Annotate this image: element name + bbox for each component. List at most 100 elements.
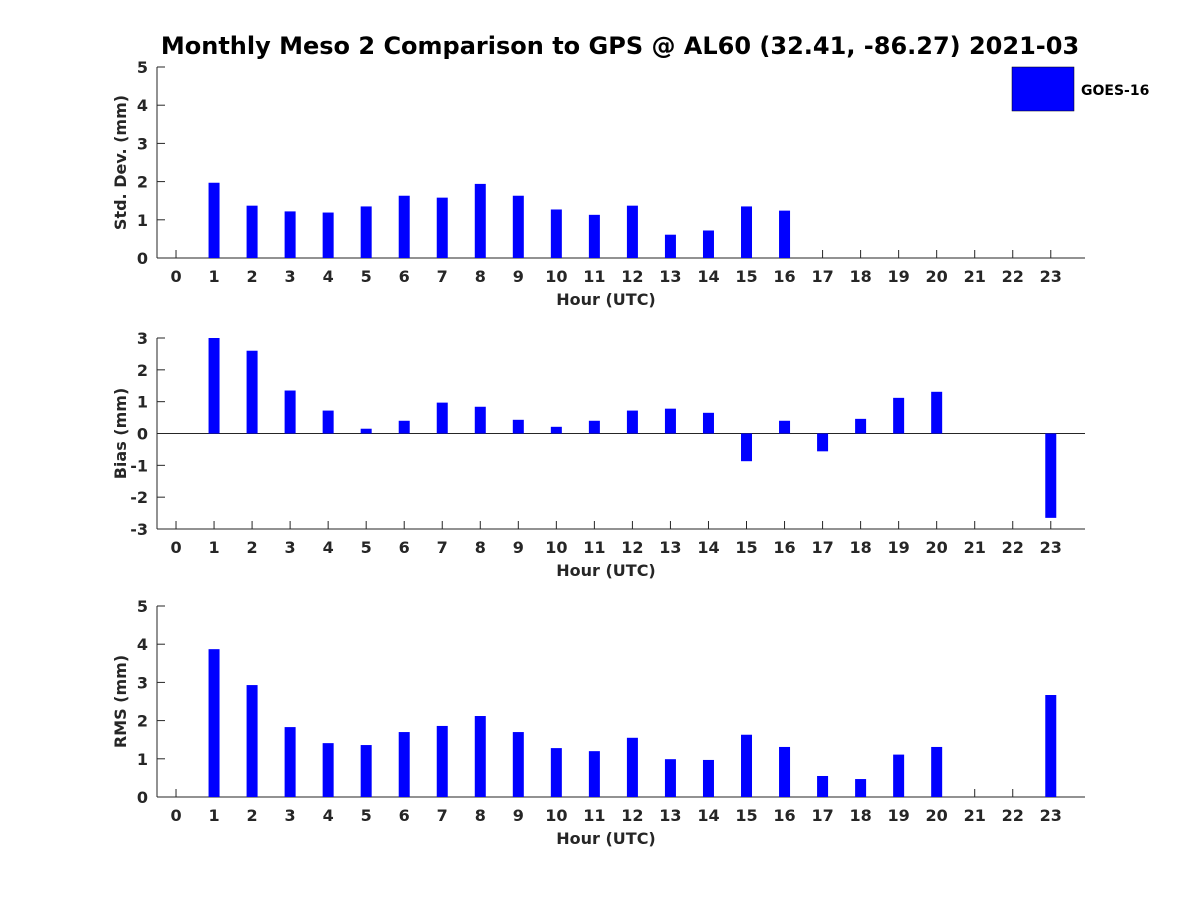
std-dev-bar-hour-6: [398, 195, 410, 258]
rms-x-tick-label-4: 4: [323, 806, 334, 825]
bias-x-tick-label-19: 19: [888, 538, 910, 557]
std-dev-y-tick-label-3: 3: [137, 134, 148, 153]
bias-bar-hour-19: [893, 397, 905, 434]
rms-bar-hour-14: [702, 759, 714, 797]
std-dev-x-tick-label-10: 10: [545, 267, 567, 286]
rms-bar-hour-20: [931, 746, 943, 797]
bias-bar-hour-10: [550, 426, 562, 434]
bias-bar-hour-2: [246, 350, 258, 434]
rms-x-tick-label-12: 12: [621, 806, 643, 825]
std-dev-y-tick-label-5: 5: [137, 58, 148, 77]
std-dev-bar-hour-14: [702, 230, 714, 258]
bias-x-tick-label-17: 17: [811, 538, 833, 557]
bias-y-tick-label-2: -2: [130, 488, 148, 507]
rms-x-tick-label-22: 22: [1002, 806, 1024, 825]
rms-bar-hour-18: [855, 779, 867, 797]
rms-x-tick-label-19: 19: [888, 806, 910, 825]
rms-x-tick-label-2: 2: [247, 806, 258, 825]
rms-bar-hour-6: [398, 732, 410, 797]
rms-x-tick-label-0: 0: [170, 806, 181, 825]
rms-y-tick-label-2: 2: [137, 712, 148, 731]
std-dev-x-tick-label-23: 23: [1040, 267, 1062, 286]
bias-x-tick-label-15: 15: [735, 538, 757, 557]
bias-bar-hour-16: [779, 420, 791, 434]
rms-bar-hour-23: [1045, 695, 1057, 797]
rms-bar-hour-2: [246, 685, 258, 797]
rms-bar-hour-12: [626, 737, 638, 797]
rms-y-tick-label-1: 1: [137, 750, 148, 769]
rms-y-axis-label: RMS (mm): [111, 655, 130, 748]
std-dev-bar-hour-10: [550, 209, 562, 258]
bias-y-tick-label-3: 3: [137, 329, 148, 348]
rms-x-tick-label-8: 8: [475, 806, 486, 825]
rms-bar-hour-7: [436, 725, 448, 797]
rms-x-tick-label-17: 17: [811, 806, 833, 825]
rms-x-tick-label-1: 1: [208, 806, 219, 825]
rms-bar-hour-9: [512, 732, 524, 797]
rms-x-tick-label-5: 5: [361, 806, 372, 825]
bias-x-tick-label-14: 14: [697, 538, 719, 557]
rms-x-tick-label-13: 13: [659, 806, 681, 825]
bias-bar-hour-23: [1045, 433, 1057, 518]
bias-x-tick-label-21: 21: [964, 538, 986, 557]
std-dev-x-tick-label-7: 7: [437, 267, 448, 286]
rms-x-tick-label-16: 16: [773, 806, 795, 825]
bias-x-tick-label-3: 3: [285, 538, 296, 557]
bias-x-tick-label-6: 6: [399, 538, 410, 557]
std-dev-x-tick-label-8: 8: [475, 267, 486, 286]
bias-y-tick-label-0: 0: [137, 425, 148, 444]
bias-x-axis-label: Hour (UTC): [556, 561, 656, 580]
rms-x-tick-label-10: 10: [545, 806, 567, 825]
bias-bar-hour-15: [741, 433, 753, 462]
std-dev-x-tick-label-20: 20: [926, 267, 948, 286]
bias-y-axis-label: Bias (mm): [111, 388, 130, 480]
legend-swatch-goes-16: [1011, 66, 1075, 112]
bias-x-tick-label-2: 2: [247, 538, 258, 557]
std-dev-x-tick-label-12: 12: [621, 267, 643, 286]
rms-bar-hour-8: [474, 716, 486, 797]
std-dev-y-tick-label-4: 4: [137, 96, 148, 115]
std-dev-x-tick-label-19: 19: [888, 267, 910, 286]
std-dev-x-tick-label-5: 5: [361, 267, 372, 286]
bias-y-tick-label-2: 2: [137, 361, 148, 380]
rms-bar-hour-13: [664, 759, 676, 797]
bias-bar-hour-17: [817, 433, 829, 452]
rms-bar-hour-19: [893, 754, 905, 797]
bias-bar-hour-14: [702, 412, 714, 434]
std-dev-y-tick-label-2: 2: [137, 173, 148, 192]
std-dev-x-tick-label-4: 4: [323, 267, 334, 286]
std-dev-bar-hour-12: [626, 205, 638, 258]
bias-bar-hour-8: [474, 406, 486, 434]
bias-bar-hour-11: [588, 420, 600, 434]
bias-bar-hour-20: [931, 391, 943, 434]
bias-x-tick-label-16: 16: [773, 538, 795, 557]
std-dev-x-tick-label-21: 21: [964, 267, 986, 286]
rms-y-tick-label-0: 0: [137, 788, 148, 807]
rms-x-tick-label-9: 9: [513, 806, 524, 825]
rms-x-tick-label-6: 6: [399, 806, 410, 825]
std-dev-y-axis-label: Std. Dev. (mm): [111, 95, 130, 230]
std-dev-y-tick-label-0: 0: [137, 249, 148, 268]
legend: GOES-16: [1011, 66, 1149, 112]
bias-x-tick-label-0: 0: [170, 538, 181, 557]
bias-x-tick-label-20: 20: [926, 538, 948, 557]
rms-y-tick-label-3: 3: [137, 673, 148, 692]
rms-x-tick-label-14: 14: [697, 806, 719, 825]
std-dev-x-tick-label-22: 22: [1002, 267, 1024, 286]
std-dev-x-tick-label-16: 16: [773, 267, 795, 286]
bias-y-tick-label-3: -3: [130, 520, 148, 539]
std-dev-bar-hour-3: [284, 211, 296, 258]
std-dev-bar-hour-5: [360, 206, 372, 258]
std-dev-x-tick-label-6: 6: [399, 267, 410, 286]
rms-bar-hour-17: [817, 775, 829, 797]
std-dev-bar-hour-11: [588, 214, 600, 258]
std-dev-x-tick-label-17: 17: [811, 267, 833, 286]
bias-bar-hour-1: [208, 338, 220, 434]
rms-bar-hour-3: [284, 727, 296, 797]
rms-x-tick-label-21: 21: [964, 806, 986, 825]
